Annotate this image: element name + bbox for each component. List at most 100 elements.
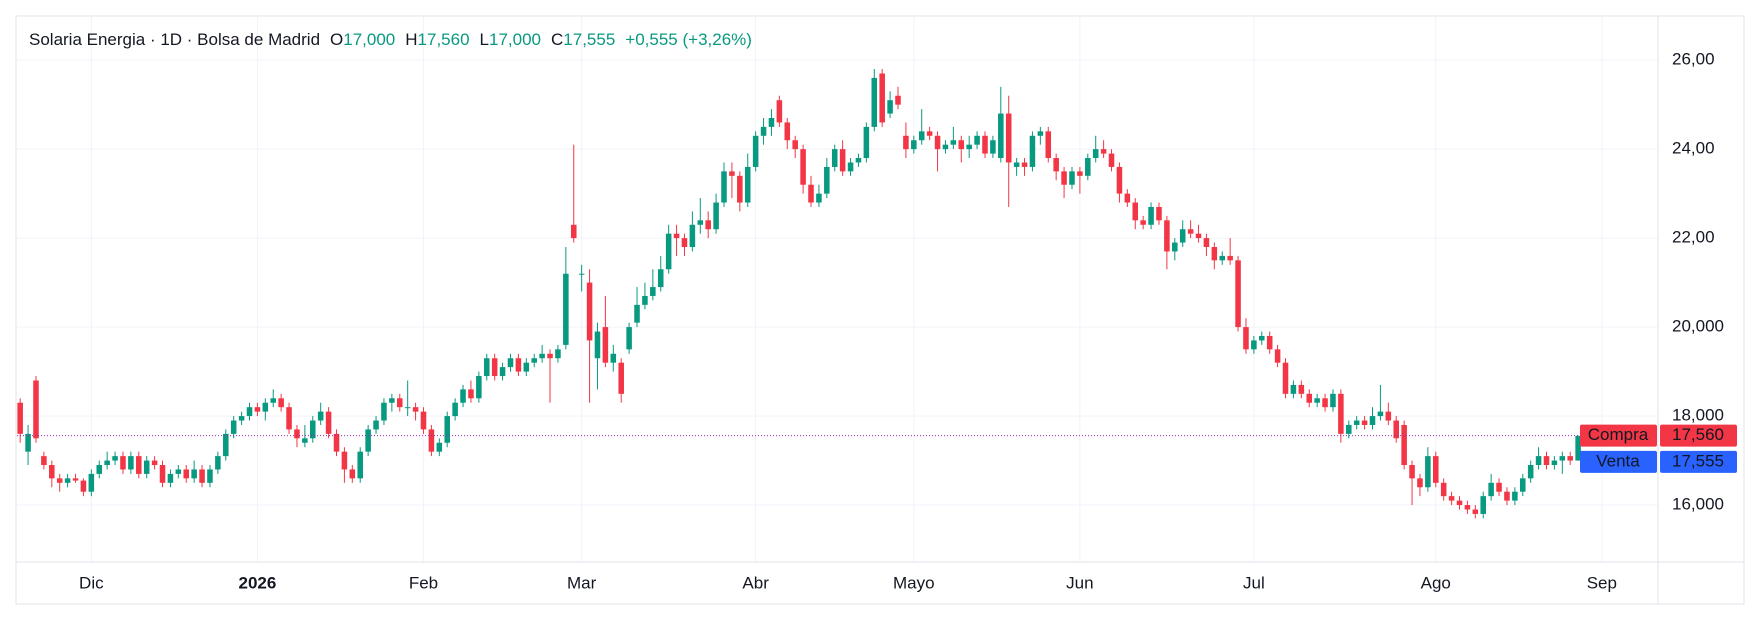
candle-body: [1069, 171, 1075, 185]
candle-body: [1140, 220, 1146, 225]
candle-body: [1551, 460, 1558, 466]
candle-body: [784, 122, 791, 141]
x-tick-label: Dic: [79, 573, 104, 592]
candle-body: [112, 456, 118, 461]
candle-body: [1472, 509, 1479, 514]
candle-body: [531, 358, 537, 363]
candle-body: [302, 438, 308, 443]
candle-body: [1243, 327, 1249, 350]
candle-body: [982, 135, 988, 154]
candle-body: [80, 480, 87, 492]
candle-body: [1148, 206, 1154, 225]
candle-body: [1535, 456, 1542, 466]
candle-body: [507, 358, 514, 368]
candle-body: [903, 135, 909, 150]
header-value: 17,000: [343, 30, 395, 49]
candle-body: [1456, 500, 1463, 506]
x-tick-label: Mar: [567, 573, 597, 592]
candle-body: [926, 131, 933, 136]
candle-body: [64, 478, 71, 483]
candle-body: [1203, 238, 1210, 248]
candle-body: [230, 420, 237, 434]
candle-body: [1251, 340, 1257, 350]
candle-body: [776, 100, 783, 123]
candle-body: [1187, 229, 1194, 234]
y-tick-label: 16,000: [1672, 495, 1724, 514]
candle-body: [1417, 478, 1423, 488]
candle-body: [167, 473, 174, 483]
candle-body: [1488, 482, 1494, 497]
candle-body: [491, 358, 498, 377]
candle-body: [278, 398, 284, 408]
candle-body: [863, 126, 870, 159]
candle-body: [1005, 113, 1012, 163]
candle-body: [1440, 482, 1447, 497]
candle-body: [444, 416, 450, 443]
candle-body: [1496, 482, 1502, 492]
candle-body: [515, 358, 522, 372]
candle-body: [1085, 158, 1091, 176]
price-tag-value-bg: [1660, 450, 1737, 473]
candle-body: [294, 429, 300, 439]
candle-body: [547, 353, 553, 359]
candle-body: [705, 220, 711, 230]
candle-body: [934, 135, 941, 150]
candle-body: [1575, 435, 1581, 461]
candle-body: [1053, 158, 1059, 172]
candle-body: [1385, 411, 1392, 421]
candle-body: [768, 117, 775, 127]
candle-body: [634, 304, 640, 323]
candle-body: [1029, 135, 1036, 167]
candle-body: [1172, 242, 1178, 252]
candle-body: [1433, 456, 1439, 483]
x-tick-label: Jun: [1066, 573, 1093, 592]
candle-body: [1464, 505, 1471, 510]
candle-body: [990, 140, 996, 154]
candle-body: [333, 433, 340, 452]
candle-body: [452, 402, 458, 417]
candle-body: [610, 353, 617, 363]
candle-body: [626, 327, 632, 350]
header-value: Solaria Energia · 1D · Bolsa de Madrid: [29, 30, 320, 49]
candle-body: [808, 184, 814, 203]
candle-body: [223, 433, 229, 457]
candle-body: [1259, 335, 1265, 341]
x-tick-label: 2026: [239, 573, 277, 592]
price-tag-value: 17,555: [1672, 451, 1724, 470]
candle-body: [1179, 229, 1186, 243]
overlay: Compra 17,560 Venta 17,555: [17, 424, 1737, 473]
candle-body: [499, 367, 506, 377]
candle-body: [88, 473, 95, 492]
candle-body: [744, 166, 751, 203]
candle-body: [349, 469, 356, 479]
candle-body: [1235, 260, 1241, 328]
candle-body: [207, 469, 213, 483]
candle-body: [752, 135, 759, 167]
candle-body: [1164, 220, 1170, 252]
candle-body: [436, 442, 443, 452]
candle-body: [404, 407, 411, 409]
candle-body: [483, 358, 490, 377]
x-tick-label: Mayo: [893, 573, 935, 592]
candle-body: [792, 140, 798, 150]
candle-body: [56, 478, 63, 483]
candle-body: [41, 456, 47, 466]
price-tag-name: Compra: [1588, 425, 1649, 444]
header-key: O: [330, 30, 343, 49]
candle-body: [1346, 424, 1352, 434]
candle-body: [673, 233, 680, 239]
candle-body: [215, 456, 221, 470]
candle-body: [128, 456, 134, 470]
candle-body: [25, 433, 31, 452]
candle-body: [1298, 384, 1305, 394]
candle-body: [800, 149, 806, 185]
candle-body: [918, 131, 925, 141]
candle-body: [831, 149, 838, 167]
candle-body: [657, 269, 664, 288]
candle-body: [357, 451, 363, 479]
candle-body: [136, 456, 142, 474]
candle-body: [175, 469, 182, 474]
candle-body: [689, 224, 696, 248]
candle-body: [1013, 162, 1020, 167]
candle-body: [1425, 456, 1431, 488]
